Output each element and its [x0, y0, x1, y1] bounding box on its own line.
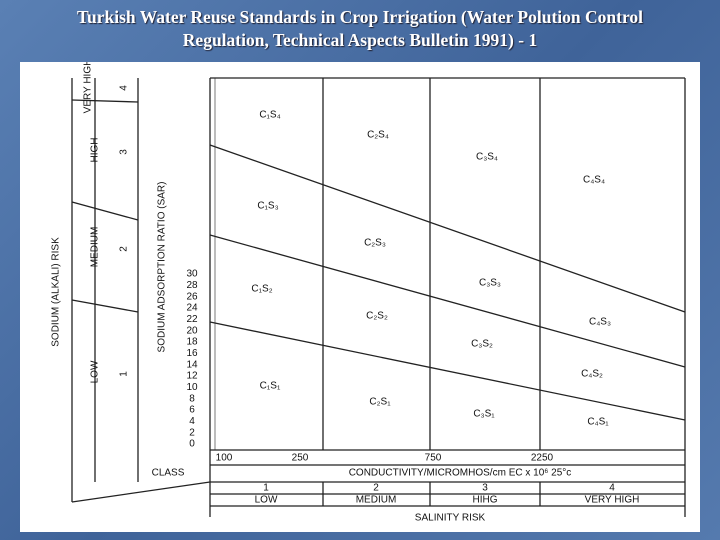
sar-tick-label: 14	[186, 359, 198, 370]
sar-tick-label: 28	[186, 280, 198, 291]
cell-label: C₂S₂	[366, 311, 388, 322]
cell-label: C₃S₃	[479, 278, 501, 289]
sar-tick-label: 24	[186, 303, 198, 314]
sar-tick-label: 18	[186, 337, 198, 348]
panel	[20, 62, 700, 532]
cell-label: C₁S₂	[251, 284, 272, 295]
sodium-class-number: 4	[119, 85, 130, 91]
cell-label: C₁S₁	[260, 381, 281, 392]
slide-title: Turkish Water Reuse Standards in Crop Ir…	[0, 6, 720, 52]
cell-label: C₂S₄	[367, 130, 389, 141]
cell-label: C₄S₂	[581, 369, 603, 380]
conductivity-tick-label: 750	[425, 453, 442, 464]
sar-tick-label: 20	[186, 325, 198, 336]
cell-label: C₄S₃	[589, 317, 611, 328]
conductivity-label: CONDUCTIVITY/MICROMHOS/cm EC x 10⁶ 25°c	[349, 468, 572, 479]
salinity-class-label: MEDIUM	[356, 495, 397, 506]
sar-tick-label: 22	[186, 314, 198, 325]
sodium-class-label: VERY HIGH	[83, 62, 94, 113]
cell-label: C₂S₃	[364, 238, 386, 249]
sar-tick-label: 10	[186, 382, 198, 393]
cell-label: C₂S₁	[369, 397, 391, 408]
salinity-label: SALINITY RISK	[415, 513, 486, 524]
salinity-class-label: LOW	[255, 495, 278, 506]
sar-tick-label: 26	[186, 291, 198, 302]
frame	[71, 77, 686, 517]
sar-tick-label: 16	[186, 348, 198, 359]
class-label: CLASS	[152, 468, 185, 479]
sodium-class-label: LOW	[90, 360, 101, 383]
cell-label: C₃S₄	[476, 152, 498, 163]
conductivity-tick-label: 2250	[531, 453, 554, 464]
risk-axis-label: SODIUM (ALKALI) RISK	[51, 237, 62, 347]
cell-label: C₃S₂	[471, 339, 493, 350]
salinity-class-label: HIHG	[473, 495, 498, 506]
sar-tick-label: 6	[189, 405, 195, 416]
salinity-class-number: 3	[482, 483, 488, 494]
title-line: Regulation, Technical Aspects Bulletin 1…	[182, 30, 538, 50]
sodium-class-label: HIGH	[90, 138, 101, 163]
salinity-class-number: 1	[263, 483, 269, 494]
cell-label: C₃S₁	[473, 409, 495, 420]
sar-tick-label: 4	[189, 416, 195, 427]
conductivity-tick-label: 100	[216, 453, 233, 464]
sar-tick-label: 0	[189, 439, 195, 450]
title-line: Turkish Water Reuse Standards in Crop Ir…	[76, 7, 644, 27]
sar-tick-label: 12	[186, 371, 198, 382]
diagram: SODIUM (ALKALI) RISK SODIUM ADSORPTION R…	[20, 62, 700, 532]
sar-tick-label: 8	[189, 393, 195, 404]
sodium-class-number: 1	[119, 371, 130, 377]
sar-tick-label: 2	[189, 427, 195, 438]
sodium-class-label: MEDIUM	[90, 227, 101, 268]
sar-tick-label: 30	[186, 269, 198, 280]
salinity-class-number: 2	[373, 483, 379, 494]
sar-axis-label: SODIUM ADSORPTION RATIO (SAR)	[157, 182, 168, 353]
salinity-class-label: VERY HIGH	[585, 495, 640, 506]
cell-label: C₁S₄	[259, 110, 280, 121]
sodium-class-number: 3	[119, 149, 130, 155]
cell-label: C₄S₄	[583, 175, 605, 186]
cell-label: C₁S₃	[257, 201, 278, 212]
sodium-class-number: 2	[119, 246, 130, 252]
salinity-class-number: 4	[609, 483, 615, 494]
cell-label: C₄S₁	[587, 417, 609, 428]
conductivity-tick-label: 250	[292, 453, 309, 464]
